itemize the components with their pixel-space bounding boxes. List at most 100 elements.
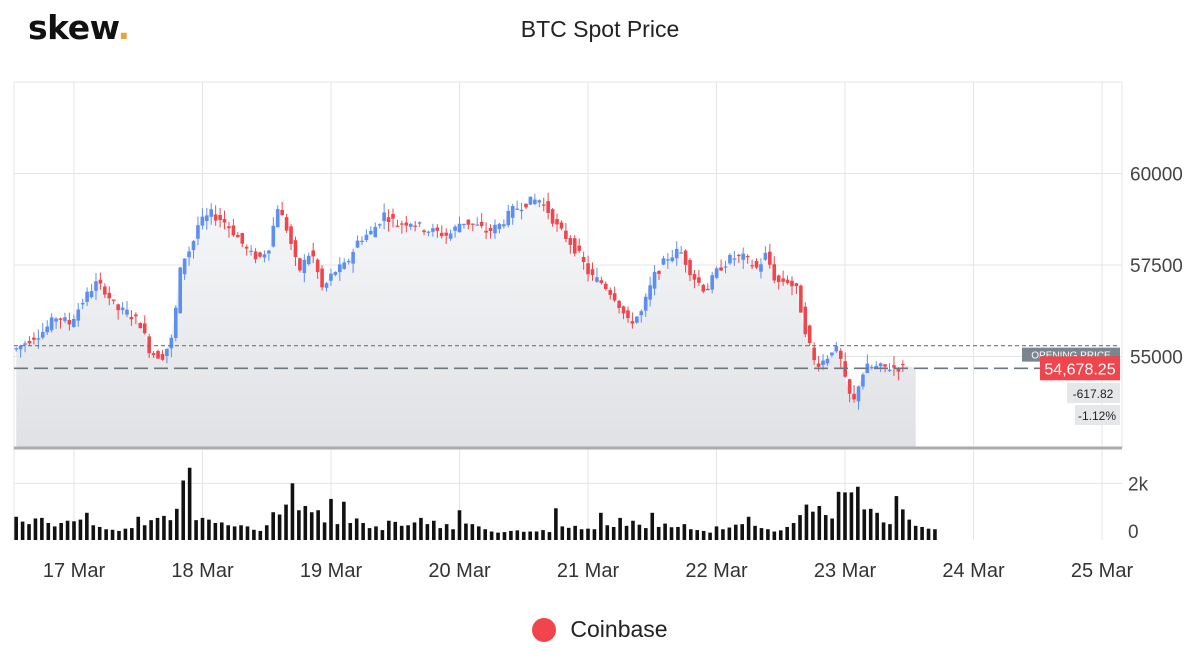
candle-body: [23, 343, 27, 345]
volume-bar: [329, 498, 333, 540]
candle-body: [457, 223, 462, 233]
candle-body: [564, 230, 568, 239]
candle-body: [710, 275, 714, 290]
volume-bar: [181, 480, 186, 540]
volume-bar: [496, 532, 500, 540]
candle-body: [324, 283, 329, 288]
candle-body: [67, 319, 72, 325]
volume-bar: [560, 526, 565, 540]
volume-bar: [521, 531, 526, 540]
candle-body: [187, 251, 191, 258]
candle-body: [679, 252, 683, 254]
candle-body: [138, 322, 143, 329]
last-price-label: 54,678.25: [1044, 361, 1115, 378]
volume-bar: [714, 526, 719, 540]
candle-body: [213, 214, 218, 221]
candle-body: [754, 260, 759, 268]
volume-bar: [804, 504, 809, 540]
candle-body: [803, 306, 808, 335]
volume-bar: [933, 529, 937, 540]
candle-body: [847, 379, 852, 394]
volume-bar: [772, 531, 777, 540]
volume-bar: [888, 524, 892, 540]
volume-bar: [200, 517, 205, 540]
candle-body: [639, 311, 644, 316]
candle-body: [599, 280, 604, 284]
candle-body: [253, 251, 258, 260]
candle-body: [142, 323, 147, 334]
volume-bar: [843, 492, 847, 540]
candle-body: [209, 209, 214, 217]
candle-body: [741, 253, 746, 260]
candle-body: [559, 222, 564, 229]
volume-bar: [913, 525, 918, 540]
candle-body: [400, 223, 404, 225]
volume-bar: [547, 532, 552, 540]
candle-body: [635, 316, 639, 323]
volume-bar: [579, 529, 584, 540]
volume-bar: [59, 523, 63, 540]
candle-body: [386, 217, 391, 223]
volume-bar: [277, 514, 282, 540]
candle-body: [231, 225, 236, 236]
candle-body: [612, 293, 617, 301]
volume-bar: [27, 524, 31, 540]
volume-bar: [856, 486, 860, 540]
candle-body: [408, 223, 413, 227]
candle-body: [196, 225, 200, 239]
y-tick-label: 57500: [1130, 256, 1183, 277]
candle-body: [236, 234, 240, 238]
candle-body: [643, 296, 648, 311]
volume-bar: [470, 524, 475, 540]
candle-body: [670, 257, 675, 262]
candle-body: [320, 268, 324, 288]
x-tick-label: 25 Mar: [1071, 560, 1134, 582]
candle-body: [111, 299, 116, 301]
candle-body: [151, 353, 156, 356]
volume-bar: [432, 520, 436, 540]
candle-body: [763, 252, 768, 260]
candle-body: [302, 259, 307, 274]
volume-bar: [380, 530, 385, 540]
candle-body: [293, 240, 298, 257]
volume-bar: [117, 530, 121, 540]
volume-bar: [219, 522, 224, 540]
candle-body: [488, 227, 493, 231]
candle-body: [781, 278, 785, 282]
candle-body: [80, 302, 85, 305]
volume-bar: [541, 530, 545, 540]
candle-body: [892, 365, 896, 368]
volume-bar: [740, 524, 744, 540]
candle-body: [98, 279, 103, 284]
volume-bar: [335, 524, 340, 540]
candle-body: [351, 251, 355, 264]
candle-body: [750, 265, 754, 267]
candle-body: [178, 267, 183, 314]
price-area: [16, 196, 916, 448]
candle-body: [878, 363, 883, 367]
volume-bar: [155, 517, 160, 540]
candle-body: [14, 348, 18, 350]
candle-body: [470, 223, 475, 225]
candle-body: [861, 374, 865, 387]
candle-body: [165, 348, 169, 357]
volume-bar: [682, 524, 687, 540]
volume-bar: [419, 517, 423, 540]
candle-body: [510, 206, 515, 218]
volume-bar: [78, 519, 83, 540]
legend[interactable]: Coinbase: [0, 616, 1200, 643]
candle-body: [364, 234, 369, 240]
candle-body: [568, 238, 573, 245]
candle-body: [657, 270, 661, 274]
candle-body: [134, 314, 138, 317]
volume-bar: [168, 520, 173, 540]
candle-body: [289, 226, 293, 244]
volume-bar: [252, 529, 256, 540]
candle-body: [683, 250, 688, 265]
candle-body: [267, 250, 271, 254]
candle-body: [160, 354, 165, 360]
volume-bar: [605, 525, 610, 540]
logo-dot: .: [117, 8, 130, 47]
candle-body: [462, 223, 466, 226]
